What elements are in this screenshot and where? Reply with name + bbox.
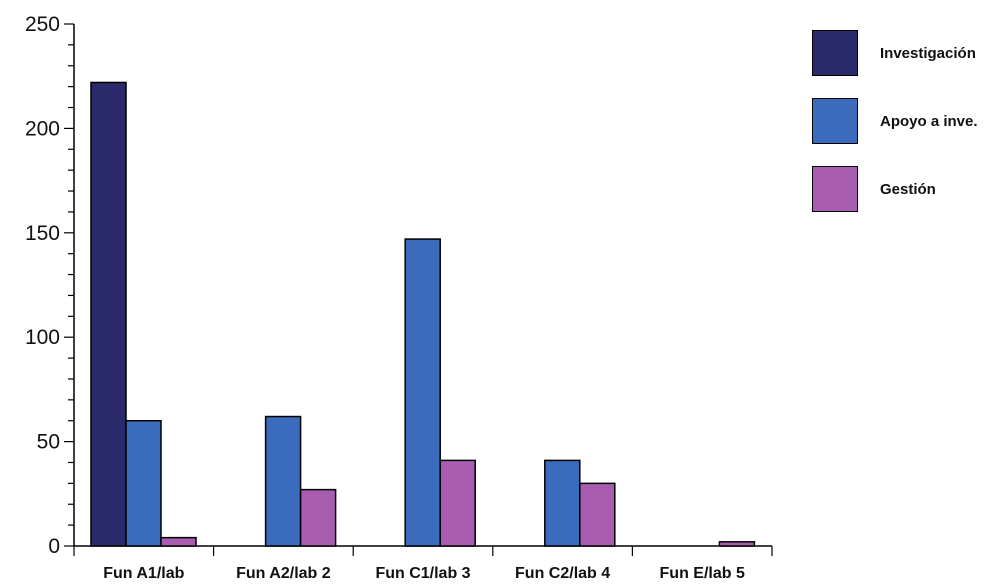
x-category-label: Fun C1/lab 3	[375, 565, 470, 582]
legend-swatch-investigacion	[812, 30, 858, 76]
legend-swatch-gestion	[812, 166, 858, 212]
y-tick-label: 250	[25, 13, 60, 36]
bar	[718, 541, 756, 547]
legend-swatch-apoyo	[812, 98, 858, 144]
legend-item-investigacion: Investigación	[812, 30, 976, 76]
x-category-label: Fun A2/lab 2	[236, 565, 331, 582]
y-tick-label: 50	[37, 431, 60, 454]
bar	[160, 536, 197, 547]
x-axis: Fun A1/lab Fun A2/lab 2 Fun C1/lab 3 Fun C2…	[73, 545, 773, 582]
y-tick-label: 100	[25, 326, 60, 349]
legend-label-apoyo: Apoyo a inve.	[880, 112, 978, 130]
bar	[90, 81, 127, 547]
x-category-label: Fun C2/lab 4	[515, 565, 610, 582]
y-tick-label: 0	[48, 535, 60, 558]
y-axis: 0 50 100 150 200 250	[25, 13, 75, 558]
y-tick-label: 200	[25, 117, 60, 140]
bar	[404, 238, 441, 547]
legend-label-gestion: Gestión	[880, 180, 936, 198]
bar	[579, 482, 616, 547]
x-category-label: Fun A1/lab	[103, 565, 184, 582]
bar	[544, 459, 581, 547]
legend-item-gestion: Gestión	[812, 166, 936, 212]
legend-item-apoyo: Apoyo a inve.	[812, 98, 978, 144]
bars	[90, 81, 756, 547]
y-tick-label: 150	[25, 222, 60, 245]
bar	[125, 419, 162, 547]
bar	[264, 415, 302, 547]
x-category-label: Fun E/lab 5	[660, 565, 745, 582]
bar	[439, 459, 476, 547]
bar	[299, 488, 337, 547]
legend-label-investigacion: Investigación	[880, 44, 976, 62]
